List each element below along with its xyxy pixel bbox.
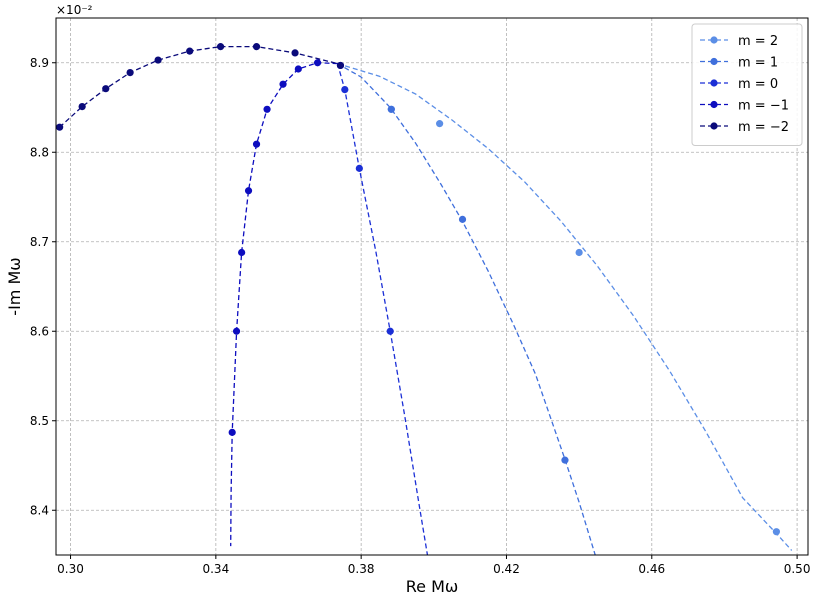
legend-label: m = 1 xyxy=(738,56,778,71)
legend-label: m = 2 xyxy=(738,34,778,49)
data-point xyxy=(279,80,287,88)
y-tick-label: 8.8 xyxy=(30,145,49,159)
data-point xyxy=(216,43,225,51)
y-tick-label: 8.5 xyxy=(30,414,49,428)
data-point xyxy=(772,528,780,536)
legend-marker xyxy=(710,36,718,44)
legend-label: m = −2 xyxy=(738,120,789,135)
data-point xyxy=(458,215,467,223)
data-point xyxy=(252,140,261,148)
legend-item: m = −1 xyxy=(700,99,789,114)
series-line xyxy=(337,62,793,551)
data-point xyxy=(244,187,253,195)
legend-item: m = 1 xyxy=(700,56,778,71)
legend-label: m = −1 xyxy=(738,99,789,114)
legend: m = 2 m = 1 m = 0 m = −1 m = −2 xyxy=(691,23,803,146)
series-layer xyxy=(56,43,793,555)
data-point xyxy=(238,248,246,257)
y-axis-label: -Im Mω xyxy=(5,257,24,315)
data-point xyxy=(387,105,395,113)
x-tick-label: 0.30 xyxy=(57,562,84,576)
series-line xyxy=(336,63,429,555)
series-5 xyxy=(56,43,345,131)
y-tick-label: 8.4 xyxy=(30,503,49,517)
data-point xyxy=(56,123,64,131)
legend-item: m = 0 xyxy=(700,77,778,92)
y-offset-label: ×10⁻² xyxy=(56,3,93,17)
data-point xyxy=(336,61,345,70)
series-2 xyxy=(337,63,596,555)
data-point xyxy=(386,327,394,335)
grid xyxy=(56,18,808,555)
data-point xyxy=(575,248,583,257)
series-line xyxy=(337,63,596,555)
data-point xyxy=(294,65,302,73)
legend-marker xyxy=(710,79,718,87)
data-point xyxy=(126,68,134,77)
data-point xyxy=(291,49,299,57)
legend-item: m = 2 xyxy=(700,34,778,49)
data-point xyxy=(263,105,271,113)
data-point xyxy=(78,103,86,111)
data-point xyxy=(436,120,444,128)
data-point xyxy=(154,56,162,64)
data-point xyxy=(102,85,110,93)
x-tick-label: 0.50 xyxy=(784,562,811,576)
y-tick-label: 8.9 xyxy=(30,56,49,70)
data-point xyxy=(561,456,569,464)
x-tick-label: 0.46 xyxy=(638,562,665,576)
series-4 xyxy=(228,59,338,547)
data-point xyxy=(341,86,349,94)
legend-item: m = −2 xyxy=(700,120,789,135)
y-axis-ticks: 8.4 8.5 8.6 8.7 8.8 8.9 xyxy=(30,56,56,517)
data-point xyxy=(313,59,322,67)
data-point xyxy=(252,43,261,51)
legend-box xyxy=(691,23,803,146)
data-point xyxy=(355,164,363,172)
data-point xyxy=(232,327,241,335)
plot-area xyxy=(56,18,808,555)
x-axis-ticks: 0.30 0.34 0.38 0.42 0.46 0.50 xyxy=(57,555,810,576)
legend-label: m = 0 xyxy=(738,77,778,92)
y-tick-label: 8.6 xyxy=(30,324,49,338)
data-point xyxy=(228,428,236,436)
x-tick-label: 0.38 xyxy=(348,562,375,576)
data-point xyxy=(186,47,194,55)
plot-frame xyxy=(55,17,809,556)
series-line xyxy=(59,45,338,128)
legend-marker xyxy=(710,122,718,130)
x-tick-label: 0.34 xyxy=(202,562,229,576)
y-tick-label: 8.7 xyxy=(30,235,49,249)
x-axis-label: Re Mω xyxy=(406,577,459,596)
legend-marker xyxy=(710,57,718,66)
legend-marker xyxy=(710,100,718,109)
x-tick-label: 0.42 xyxy=(493,562,520,576)
